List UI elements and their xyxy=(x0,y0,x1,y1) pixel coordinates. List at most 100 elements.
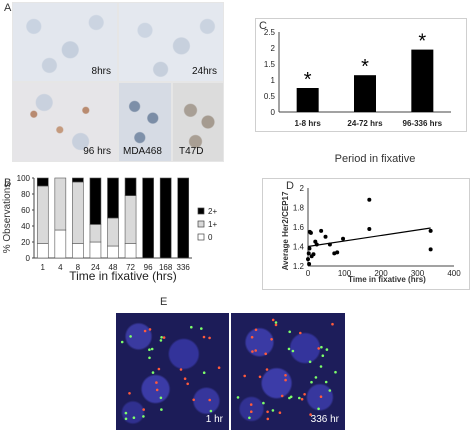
b-bar-segment xyxy=(177,177,190,259)
fish-signal-dot xyxy=(274,321,278,324)
fish-signal-dot xyxy=(317,407,320,411)
fish-signal-dot xyxy=(289,395,293,399)
c-ytick-label: 2 xyxy=(271,44,276,53)
fish-signal-dot xyxy=(331,322,334,326)
fish-signal-dot xyxy=(143,329,147,333)
fish-signal-dot xyxy=(314,376,318,379)
fish-signal-dot xyxy=(288,330,291,334)
panel-c-letter: C xyxy=(259,20,267,32)
b-legend-label: 2+ xyxy=(208,207,217,216)
d-xtick-label: 300 xyxy=(411,269,425,278)
c-bar xyxy=(296,88,319,112)
b-bar-segment xyxy=(107,245,119,259)
panel-b-letter: B xyxy=(4,177,12,189)
fish-signal-dot xyxy=(280,394,284,398)
fish-signal-dot xyxy=(155,388,159,392)
panel-c-chart: 0 0.5 1 1.5 2 2.5 * 1-8 hrs * 24-72 hrs * 96-336 hr… xyxy=(264,28,451,165)
b-category-label: 336 xyxy=(177,263,191,272)
fish-signal-dot xyxy=(160,336,163,339)
d-scatter-point xyxy=(341,236,346,241)
c-ytick-label: 0 xyxy=(271,108,276,117)
b-ytick-label: 80 xyxy=(21,190,30,199)
fish-signal-dot xyxy=(148,356,151,360)
fish-signal-dot xyxy=(124,411,128,415)
d-scatter-point xyxy=(323,234,328,239)
b-category-label: 1 xyxy=(41,263,46,272)
b-legend-swatch xyxy=(197,207,205,215)
fish-signal-dot xyxy=(258,375,262,379)
fish-image-1hr: 1 hr xyxy=(116,313,229,430)
d-scatter-point xyxy=(335,250,340,255)
d-scatter-point xyxy=(428,228,433,233)
d-ytick-label: 1.4 xyxy=(293,243,305,252)
fish-signal-dot xyxy=(157,367,161,371)
panel-a-letter: A xyxy=(4,2,12,14)
fish-signal-dot xyxy=(190,325,193,329)
fish-signal-dot xyxy=(271,409,275,412)
fish-signal-dot xyxy=(248,416,251,420)
b-bar-segment xyxy=(159,177,172,259)
b-category-label: 24 xyxy=(91,263,100,272)
d-scatter-point xyxy=(319,228,324,233)
ihc-tile-mda468: MDA468 xyxy=(118,82,172,162)
fish-signal-dot xyxy=(209,409,213,413)
panel-d-chart-frame xyxy=(262,178,470,290)
b-bar-segment xyxy=(124,177,137,196)
b-ytick-label: 40 xyxy=(21,222,30,231)
b-ytick-label: 60 xyxy=(21,206,30,215)
fish-signal-dot xyxy=(254,349,257,352)
fish-signal-dot xyxy=(262,401,265,405)
d-ytick-label: 2 xyxy=(300,184,305,193)
ihc-tile-96hrs: 96 hrs xyxy=(12,82,118,162)
c-ytick-label: 2.5 xyxy=(264,28,276,37)
fish-signal-dot xyxy=(160,408,163,411)
d-scatter-point xyxy=(306,257,310,262)
ihc-tile-8hrs: 8hrs xyxy=(12,2,118,82)
b-bar-segment xyxy=(107,177,119,219)
fish-signal-dot xyxy=(278,411,282,414)
b-bar-segment xyxy=(36,243,49,259)
b-bar-segment xyxy=(107,217,119,247)
fish-signal-dot xyxy=(324,380,328,384)
fish-signal-dot xyxy=(159,396,163,400)
d-scatter-point xyxy=(327,242,332,247)
b-ytick-label: 100 xyxy=(17,174,31,183)
b-ytick-label: 20 xyxy=(21,238,30,247)
tile-label-24hrs: 24hrs xyxy=(191,66,217,77)
fish-signal-dot xyxy=(284,378,287,382)
c-category-label: 96-336 hrs xyxy=(403,119,443,128)
d-ytick-label: 1.6 xyxy=(293,223,305,232)
fish-signal-dot xyxy=(249,403,253,406)
b-category-label: 96 xyxy=(144,263,153,272)
c-bar xyxy=(354,75,376,112)
fish-signal-dot xyxy=(120,340,124,344)
fish-signal-dot xyxy=(291,349,295,353)
d-scatter-point xyxy=(428,247,433,252)
fish-signal-dot xyxy=(151,371,155,374)
b-category-label: 72 xyxy=(126,263,135,272)
b-bar-segment xyxy=(124,195,137,244)
fish-signals-1hr xyxy=(120,325,221,421)
d-ytick-label: 1.2 xyxy=(293,262,305,271)
fish-signal-dot xyxy=(186,382,189,386)
fish-signal-dot xyxy=(179,368,183,371)
b-bar-segment xyxy=(72,177,84,183)
fish-signal-dot xyxy=(300,397,304,401)
c-significance-marker: * xyxy=(361,56,369,78)
b-y-axis-title: % Observations xyxy=(2,183,13,254)
fish-signal-dot xyxy=(208,398,211,402)
fish-signal-dot xyxy=(310,380,313,384)
fish-signal-dot xyxy=(129,335,132,338)
fish-signal-dot xyxy=(128,392,131,395)
fish-signal-dot xyxy=(148,328,152,331)
d-xtick-label: 100 xyxy=(338,269,352,278)
b-bar-segment xyxy=(142,177,154,259)
fish-signal-dot xyxy=(208,336,211,340)
ihc-tile-t47d: T47D xyxy=(172,82,224,162)
fish-signal-dot xyxy=(309,413,312,416)
fish-signal-dot xyxy=(298,396,301,400)
b-bar-segment xyxy=(124,243,137,259)
c-x-axis-title: Period in fixative xyxy=(335,153,416,165)
ihc-tile-24hrs: 24hrs xyxy=(118,2,224,82)
